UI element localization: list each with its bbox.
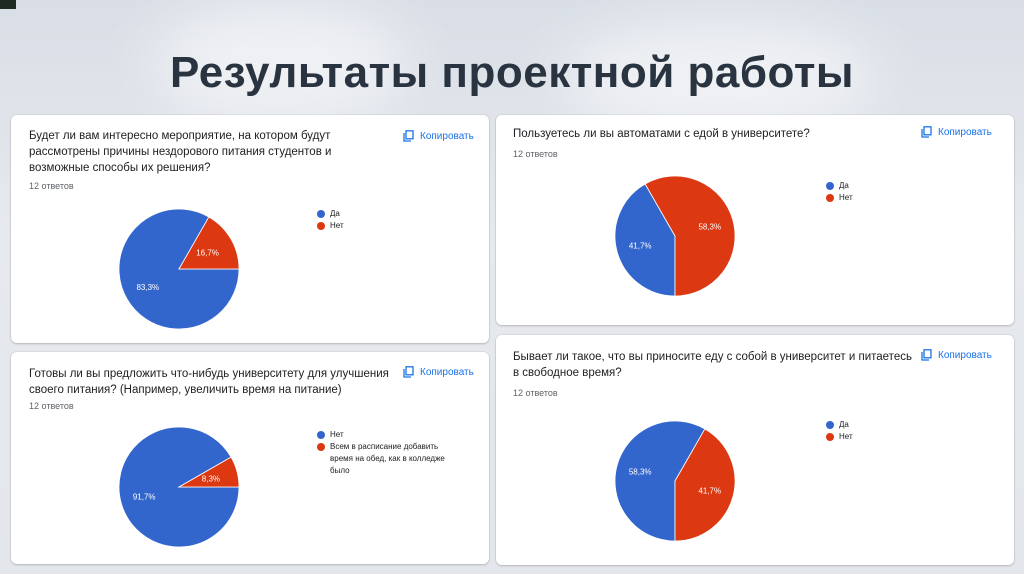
copy-icon (403, 366, 414, 378)
legend-item: Да (826, 419, 966, 431)
response-count: 12 ответов (513, 388, 558, 398)
legend-label: Да (839, 181, 849, 190)
copy-icon (921, 126, 932, 138)
copy-icon (921, 349, 932, 361)
chart-card-2: Пользуетесь ли вы автоматами с едой в ун… (496, 115, 1014, 325)
legend-dot (826, 433, 834, 441)
legend-label: Нет (839, 193, 853, 202)
pie-slice-second (674, 428, 736, 542)
copy-label: Копировать (420, 366, 474, 378)
slice-label: 58,3% (629, 468, 652, 477)
legend: Да Нет (826, 180, 966, 204)
legend-item: Нет (317, 220, 457, 232)
legend-label: Нет (330, 430, 344, 439)
legend-item: Нет (826, 431, 966, 443)
slice-label: 83,3% (136, 283, 159, 292)
legend: Да Нет (826, 419, 966, 443)
legend-dot (317, 210, 325, 218)
legend: Да Нет (317, 208, 457, 232)
legend-item: Всем в расписание добавить время на обед… (317, 441, 457, 477)
page-title: Результаты проектной работы (170, 48, 854, 97)
slice-label: 8,3% (202, 474, 220, 483)
slice-label: 41,7% (698, 486, 721, 495)
slice-label: 41,7% (629, 241, 652, 250)
chart-card-1: Будет ли вам интересно мероприятие, на к… (11, 115, 489, 343)
legend-item: Да (317, 208, 457, 220)
question-text: Пользуетесь ли вы автоматами с едой в ун… (513, 128, 810, 140)
copy-label: Копировать (938, 126, 992, 138)
copy-label: Копировать (938, 349, 992, 361)
legend-dot (826, 194, 834, 202)
pie-chart: 41,7% 58,3% (614, 175, 736, 297)
pie-slice-second (178, 216, 240, 270)
question-text: Бывает ли такое, что вы приносите еду с … (513, 351, 912, 379)
pie-slice-second (644, 175, 736, 297)
legend-item: Нет (826, 192, 966, 204)
response-count: 12 ответов (29, 181, 74, 191)
question-text: Будет ли вам интересно мероприятие, на к… (29, 130, 332, 174)
legend-dot (317, 431, 325, 439)
question-text: Готовы ли вы предложить что-нибудь униве… (29, 368, 389, 396)
pie-chart: 91,7% 8,3% (118, 426, 240, 548)
copy-button[interactable]: Копировать (403, 366, 474, 378)
legend-label: Всем в расписание добавить время на обед… (330, 442, 445, 475)
copy-icon (403, 130, 414, 142)
legend-label: Нет (839, 432, 853, 441)
legend-dot (826, 182, 834, 190)
copy-label: Копировать (420, 130, 474, 142)
legend-label: Нет (330, 221, 344, 230)
legend-item: Нет (317, 429, 457, 441)
copy-button[interactable]: Копировать (921, 126, 992, 138)
legend-dot (826, 421, 834, 429)
chart-card-3: Готовы ли вы предложить что-нибудь униве… (11, 352, 489, 564)
pie-chart: 83,3% 16,7% (118, 208, 240, 330)
pie-slice-first (118, 426, 240, 548)
legend-item: Да (826, 180, 966, 192)
pie-slice-second (177, 456, 240, 488)
pie-slice-first (118, 208, 240, 330)
slice-label: 58,3% (698, 223, 721, 232)
legend-dot (317, 222, 325, 230)
slice-label: 91,7% (133, 492, 156, 501)
corner-mark (0, 0, 16, 9)
legend: Нет Всем в расписание добавить время на … (317, 429, 457, 477)
response-count: 12 ответов (513, 149, 558, 159)
copy-button[interactable]: Копировать (403, 130, 474, 142)
pie-slice-first (614, 183, 676, 297)
slice-label: 16,7% (196, 248, 219, 257)
pie-slice-first (614, 420, 706, 542)
pie-chart: 58,3% 41,7% (614, 420, 736, 542)
legend-label: Да (839, 420, 849, 429)
response-count: 12 ответов (29, 401, 74, 411)
chart-card-4: Бывает ли такое, что вы приносите еду с … (496, 335, 1014, 565)
legend-label: Да (330, 209, 340, 218)
legend-dot (317, 443, 325, 451)
copy-button[interactable]: Копировать (921, 349, 992, 361)
